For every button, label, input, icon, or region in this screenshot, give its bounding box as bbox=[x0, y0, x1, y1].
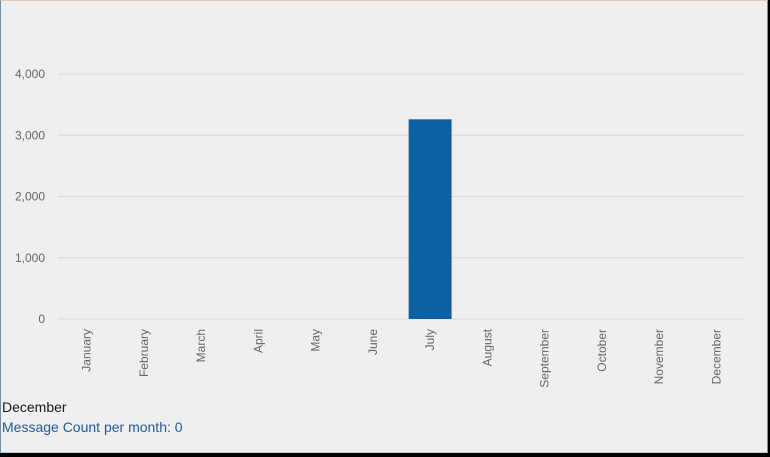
x-tick-label: January bbox=[80, 329, 94, 372]
y-tick-label: 4,000 bbox=[15, 67, 45, 81]
tooltip-value: 0 bbox=[174, 419, 183, 435]
x-tick-label: April bbox=[251, 329, 265, 353]
tooltip-series-label: Message Count per month bbox=[2, 419, 167, 435]
x-tick-label: November bbox=[652, 329, 666, 384]
tooltip-series-line: Message Count per month: 0 bbox=[2, 418, 402, 436]
y-tick-label: 3,000 bbox=[15, 128, 45, 142]
chart-tooltip: December Message Count per month: 0 bbox=[2, 398, 402, 436]
tooltip-category: December bbox=[2, 399, 67, 415]
x-tick-label: September bbox=[538, 329, 552, 388]
y-tick-label: 1,000 bbox=[15, 251, 45, 265]
x-tick-label: August bbox=[480, 328, 494, 366]
bar bbox=[408, 119, 452, 319]
y-tick-label: 2,000 bbox=[15, 190, 45, 204]
tooltip-separator: : bbox=[166, 419, 175, 435]
x-tick-label: July bbox=[423, 329, 437, 350]
x-tick-label: October bbox=[595, 329, 609, 372]
x-tick-label: December bbox=[709, 329, 723, 384]
x-tick-label: May bbox=[309, 329, 323, 352]
x-tick-label: March bbox=[194, 329, 208, 362]
y-tick-label: 0 bbox=[38, 312, 45, 326]
bar-chart: 0 1,000 2,000 3,000 4,000 January February Marc… bbox=[15, 67, 745, 388]
x-tick-label: February bbox=[137, 329, 151, 377]
x-tick-label: June bbox=[366, 329, 380, 355]
